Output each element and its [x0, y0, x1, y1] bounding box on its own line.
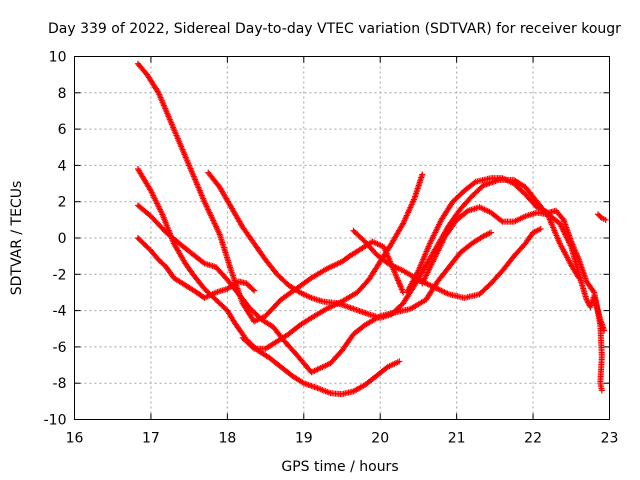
x-tick-label: 20 — [371, 431, 389, 447]
data-points — [134, 60, 609, 398]
data-point — [537, 225, 544, 232]
x-axis-label: GPS time / hours — [281, 459, 398, 475]
data-point — [590, 288, 597, 295]
y-tick-label: -2 — [53, 267, 67, 283]
x-tick-label: 22 — [524, 431, 542, 447]
data-point — [249, 286, 256, 293]
x-tick-label: 21 — [448, 431, 466, 447]
data-point — [419, 171, 426, 178]
grid — [74, 56, 610, 420]
series-track-8 — [403, 175, 605, 394]
y-tick-label: 4 — [58, 158, 67, 174]
series-track-7 — [350, 225, 544, 301]
tick-labels: 16 17 18 19 20 21 22 23 -10 -8 -6 -4 -2 0 2 4 6 8 10 — [44, 50, 619, 447]
data-point — [598, 387, 605, 394]
y-tick-label: 2 — [58, 195, 67, 211]
y-axis-label: SDTVAR / TECUs — [9, 181, 25, 296]
series-track-5 — [205, 169, 582, 321]
data-point — [601, 327, 608, 334]
x-tick-label: 23 — [601, 431, 619, 447]
series-track-9 — [419, 204, 608, 334]
y-tick-label: 10 — [49, 50, 67, 66]
data-point — [602, 216, 609, 223]
chart-title: Day 339 of 2022, Sidereal Day-to-day VTE… — [48, 21, 621, 37]
series-track-1 — [134, 60, 407, 325]
y-tick-label: 8 — [58, 86, 67, 102]
x-tick-label: 18 — [218, 431, 236, 447]
y-tick-label: -4 — [53, 304, 67, 320]
series-track-10 — [595, 211, 609, 223]
data-point — [249, 344, 256, 351]
y-tick-label: -10 — [44, 413, 67, 429]
data-point — [597, 213, 604, 220]
plot-frame — [74, 56, 610, 420]
x-tick-label: 17 — [142, 431, 160, 447]
series-track-4 — [134, 235, 258, 301]
data-point — [396, 358, 403, 365]
data-point — [251, 287, 258, 294]
y-tick-label: 0 — [58, 231, 67, 247]
x-tick-label: 16 — [66, 431, 84, 447]
y-tick-label: -6 — [53, 340, 67, 356]
x-tick-label: 19 — [295, 431, 313, 447]
y-tick-label: 6 — [58, 122, 67, 138]
data-point — [498, 217, 505, 224]
series-track-6 — [239, 171, 426, 352]
data-point — [488, 229, 495, 236]
y-tick-label: -8 — [53, 376, 67, 392]
